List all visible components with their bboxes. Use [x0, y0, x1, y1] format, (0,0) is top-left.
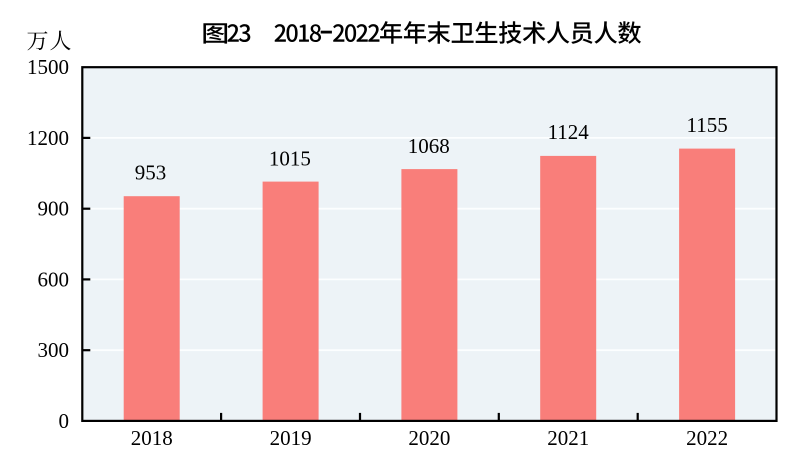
svg-text:1015: 1015 — [269, 147, 311, 171]
svg-text:1200: 1200 — [27, 126, 69, 150]
svg-text:1500: 1500 — [27, 55, 69, 79]
svg-text:900: 900 — [38, 197, 70, 221]
svg-text:1068: 1068 — [408, 134, 450, 158]
svg-text:1155: 1155 — [686, 113, 727, 137]
svg-text:2021: 2021 — [547, 426, 589, 450]
svg-text:300: 300 — [38, 338, 70, 362]
svg-text:600: 600 — [38, 267, 70, 291]
svg-text:1124: 1124 — [548, 120, 590, 144]
svg-text:2019: 2019 — [270, 426, 312, 450]
svg-text:953: 953 — [135, 161, 167, 185]
svg-text:2022: 2022 — [686, 426, 728, 450]
svg-text:2020: 2020 — [408, 426, 450, 450]
svg-text:0: 0 — [59, 409, 70, 433]
svg-text:2018: 2018 — [131, 426, 173, 450]
